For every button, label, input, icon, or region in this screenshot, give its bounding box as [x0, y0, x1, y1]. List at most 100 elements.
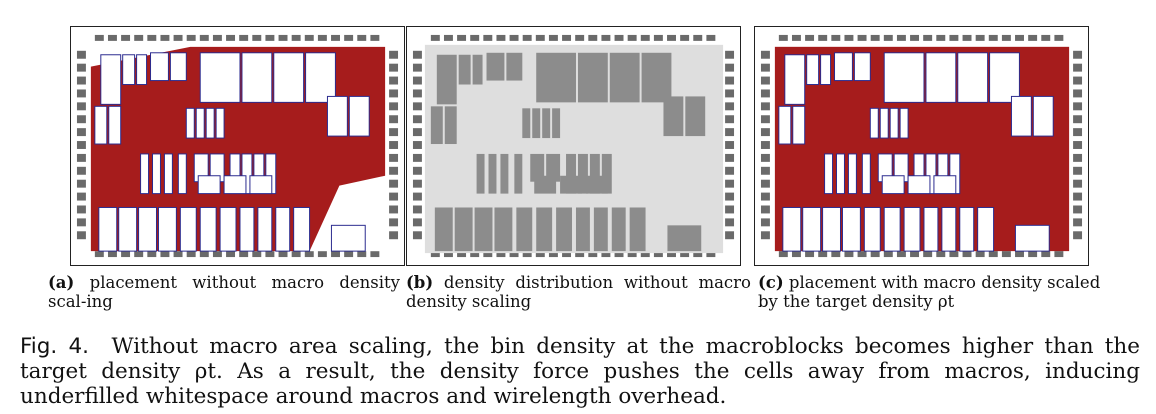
io-pad — [443, 34, 453, 41]
io-pad — [173, 34, 183, 41]
io-pad — [134, 251, 144, 258]
macro-density — [458, 54, 471, 85]
io-pad — [278, 251, 288, 258]
io-pad — [1001, 34, 1011, 41]
io-pad — [562, 34, 572, 41]
macro-block — [197, 175, 221, 195]
io-pad — [121, 251, 131, 258]
io-pad — [949, 251, 959, 258]
io-pad — [725, 179, 735, 188]
io-pad — [252, 251, 262, 258]
io-pad — [923, 34, 933, 41]
io-pad — [725, 141, 735, 149]
io-pad — [389, 179, 399, 188]
io-pad — [831, 34, 841, 41]
macro-density — [589, 153, 600, 194]
macro-block — [869, 107, 879, 139]
io-pad — [389, 141, 399, 149]
io-pad — [1073, 231, 1083, 240]
io-pad — [818, 251, 828, 258]
io-pad — [870, 34, 880, 41]
io-pad — [706, 34, 716, 41]
io-pad — [896, 34, 906, 41]
macro-density — [434, 207, 453, 252]
macro-density — [436, 54, 457, 105]
macro-block — [853, 52, 871, 82]
io-pad — [778, 34, 788, 41]
io-pad — [870, 251, 880, 258]
macro-block — [989, 52, 1020, 103]
macro-density — [577, 153, 588, 194]
macro-density — [476, 153, 485, 194]
macro-density — [566, 153, 576, 194]
macro-density — [641, 52, 672, 103]
macro-block — [241, 153, 253, 195]
io-pad — [1001, 251, 1011, 258]
io-pad — [226, 34, 236, 41]
io-pad — [412, 179, 422, 188]
macro-block — [1032, 95, 1054, 137]
io-pad — [1073, 115, 1083, 124]
macro-block — [836, 153, 845, 195]
placement-image-a — [76, 34, 399, 258]
io-pad — [389, 89, 399, 98]
macro-block — [923, 206, 939, 252]
io-pad — [94, 251, 104, 258]
io-pad — [725, 102, 735, 111]
macro-block — [122, 54, 136, 86]
io-pad — [614, 34, 624, 41]
io-pad — [430, 251, 440, 258]
io-pad — [304, 251, 314, 258]
macro-density — [474, 207, 493, 252]
macro-block — [179, 206, 197, 252]
io-pad — [791, 251, 801, 258]
io-pad — [173, 251, 183, 258]
macro-block — [136, 54, 148, 86]
io-pad — [412, 76, 422, 85]
io-pad — [760, 102, 770, 111]
io-pad — [760, 205, 770, 214]
io-pad — [76, 153, 86, 162]
macro-block — [140, 153, 150, 195]
macro-block — [138, 206, 157, 252]
macro-density — [516, 207, 533, 252]
io-pad — [627, 34, 637, 41]
io-pad — [94, 34, 104, 41]
io-pad — [791, 34, 801, 41]
io-pad — [601, 34, 611, 41]
io-pad — [483, 34, 493, 41]
io-pad — [760, 166, 770, 175]
io-pad — [160, 34, 170, 41]
io-pad — [389, 205, 399, 214]
macro-block — [863, 206, 881, 252]
macro-block — [847, 153, 857, 195]
io-pad — [226, 251, 236, 258]
io-pad — [725, 153, 735, 162]
macro-block — [249, 175, 273, 195]
macro-density — [560, 175, 582, 194]
io-pad — [725, 231, 735, 240]
macro-block — [806, 54, 820, 86]
macro-density — [430, 106, 443, 145]
io-pad — [389, 192, 399, 201]
figure-caption-text: Without macro area scaling, the bin dens… — [20, 334, 1141, 409]
macro-block — [802, 206, 822, 252]
macro-block — [326, 95, 348, 137]
macro-block — [925, 153, 937, 195]
io-pad — [430, 34, 440, 41]
io-pad — [778, 251, 788, 258]
macro-density — [532, 108, 541, 139]
macro-block — [273, 52, 305, 103]
io-pad — [331, 34, 340, 41]
io-pad — [291, 34, 301, 41]
io-pad — [680, 251, 690, 258]
io-pad — [1073, 205, 1083, 214]
io-pad — [291, 251, 301, 258]
density-image-b — [412, 34, 735, 258]
macro-density — [506, 52, 523, 81]
io-pad — [212, 34, 222, 41]
io-pad — [160, 251, 170, 258]
io-pad — [760, 192, 770, 201]
macro-block — [98, 206, 118, 252]
io-pad — [535, 251, 545, 258]
